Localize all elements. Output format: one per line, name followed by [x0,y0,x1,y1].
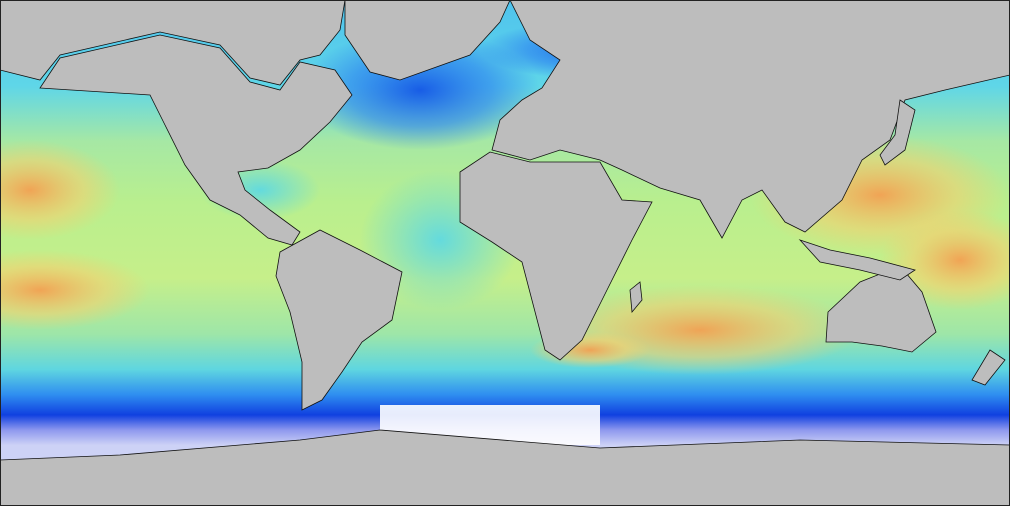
japan [879,99,916,166]
new-zealand [971,349,1006,386]
indonesia [798,239,916,281]
arctic-north-america [0,0,346,86]
greenland [344,0,511,81]
madagascar [629,281,643,313]
south-america [275,229,403,411]
africa [459,151,653,361]
north-america [39,34,353,246]
antarctica [0,429,1010,506]
